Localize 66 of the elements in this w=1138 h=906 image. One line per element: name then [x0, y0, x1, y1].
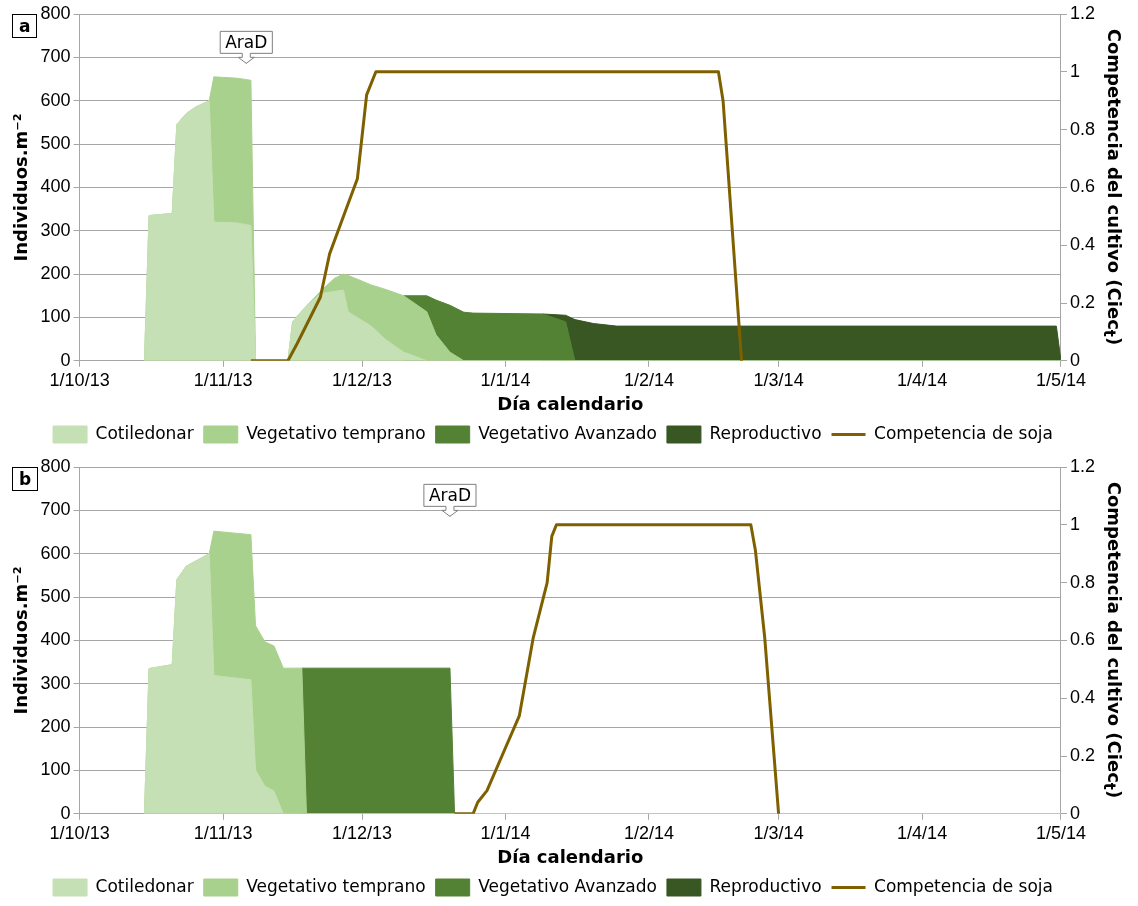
ref-line-label: AraD	[428, 484, 472, 505]
legend-label: Vegetativo Avanzado	[478, 422, 657, 443]
y2-tick-label: 0.4	[1069, 234, 1096, 255]
x-tick-label: 1/12/13	[331, 822, 393, 843]
y-tick-label: 0	[60, 349, 71, 370]
ref-line-label: AraD	[225, 31, 268, 52]
x-tick-label: 1/10/13	[49, 369, 110, 390]
y2-tick-label: 0.6	[1069, 176, 1096, 197]
x-tick-label: 1/5/14	[1035, 369, 1086, 390]
x-tick-label: 1/5/14	[1035, 822, 1086, 843]
x-tick-label: 1/11/13	[193, 369, 253, 390]
y2-tick-label: 1	[1069, 60, 1080, 81]
x-tick-label: 1/3/14	[753, 822, 804, 843]
x-tick-label: 1/4/14	[897, 822, 948, 843]
chart-title: a	[12, 14, 38, 38]
x-tick-label: 1/12/13	[331, 369, 393, 390]
y-axis-title: Individuos.m⁻²	[10, 113, 32, 262]
legend-label: Cotiledonar	[95, 422, 194, 443]
x-tick-label: 1/11/13	[193, 822, 253, 843]
x-axis-title: Día calendario	[497, 392, 644, 414]
y2-tick-label: 0.4	[1069, 687, 1096, 708]
y2-tick-label: 0	[1069, 802, 1080, 823]
y2-tick-label: 0.8	[1069, 571, 1096, 592]
y2-tick-label: 0	[1069, 349, 1080, 370]
y2-tick-label: 1.2	[1069, 455, 1096, 476]
legend-label: Competencia de soja	[874, 875, 1053, 896]
y2-tick-label: 1	[1069, 513, 1080, 534]
legend-label: Reproductivo	[709, 875, 822, 896]
chart-title: b	[12, 467, 39, 491]
x-tick-label: 1/10/13	[49, 822, 110, 843]
y-tick-label: 600	[40, 542, 71, 563]
y2-tick-label: 0.2	[1069, 291, 1096, 312]
y-tick-label: 300	[40, 219, 71, 240]
y-axis-title: Individuos.m⁻²	[10, 566, 32, 715]
legend-label: Reproductivo	[709, 422, 822, 443]
legend-label: Vegetativo temprano	[246, 875, 426, 896]
y-tick-label: 100	[40, 759, 71, 780]
y-tick-label: 500	[40, 133, 71, 154]
y2-tick-label: 1.2	[1069, 2, 1096, 23]
y-tick-label: 400	[40, 176, 71, 197]
y2-tick-label: 0.6	[1069, 629, 1096, 650]
x-tick-label: 1/1/14	[480, 369, 531, 390]
x-axis-title: Día calendario	[497, 845, 644, 867]
y-tick-label: 700	[40, 46, 71, 67]
x-tick-label: 1/2/14	[623, 822, 675, 843]
x-tick-label: 1/1/14	[480, 822, 531, 843]
legend-label: Cotiledonar	[95, 875, 194, 896]
y-tick-label: 200	[40, 263, 71, 284]
y-tick-label: 500	[40, 586, 71, 607]
y-tick-label: 100	[40, 306, 71, 327]
x-tick-label: 1/3/14	[753, 369, 804, 390]
y-tick-label: 200	[40, 716, 71, 737]
x-tick-label: 1/4/14	[897, 369, 948, 390]
legend-label: Competencia de soja	[874, 422, 1053, 443]
legend-label: Vegetativo temprano	[246, 422, 426, 443]
x-tick-label: 1/2/14	[623, 369, 675, 390]
y-tick-label: 700	[40, 499, 71, 520]
y-tick-label: 800	[40, 2, 71, 23]
y2-tick-label: 0.8	[1069, 118, 1096, 139]
y-tick-label: 0	[60, 802, 71, 823]
y-tick-label: 800	[40, 455, 71, 476]
y2-tick-label: 0.2	[1069, 744, 1096, 765]
y-tick-label: 300	[40, 672, 71, 693]
y-tick-label: 600	[40, 89, 71, 110]
legend-label: Vegetativo Avanzado	[478, 875, 657, 896]
y-tick-label: 400	[40, 629, 71, 650]
